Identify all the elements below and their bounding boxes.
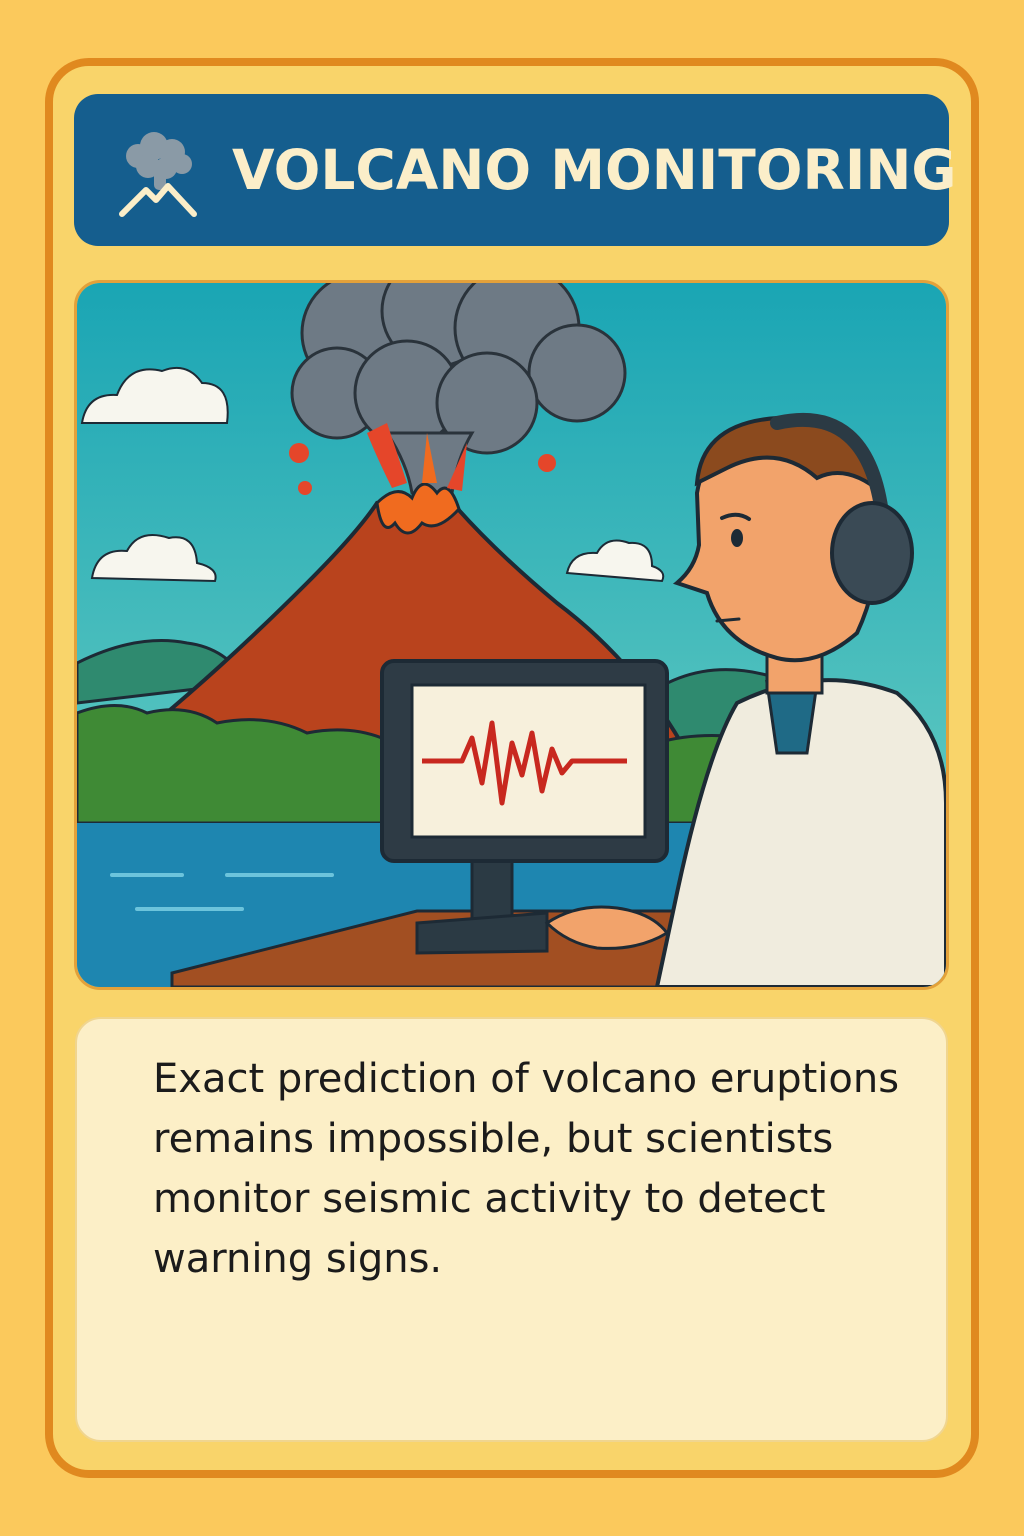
volcano-scientist-illustration xyxy=(74,280,949,990)
fact-text: Exact prediction of volcano eruptions re… xyxy=(153,1056,900,1282)
card-title: VOLCANO MONITORING xyxy=(232,138,957,202)
fact-panel: Exact prediction of volcano eruptions re… xyxy=(75,1017,948,1442)
volcano-cloud-icon xyxy=(116,130,206,222)
seismograph-wave-icon xyxy=(422,720,627,806)
card-header: VOLCANO MONITORING xyxy=(74,94,957,246)
